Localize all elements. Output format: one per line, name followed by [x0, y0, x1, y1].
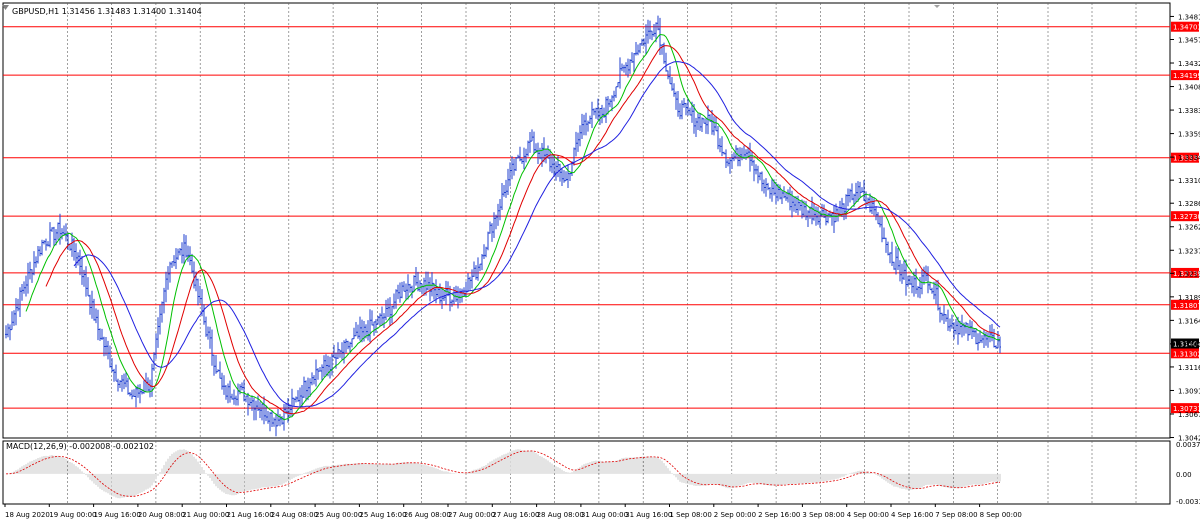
level-tag [1171, 152, 1199, 163]
price-label: 1.34325 [1178, 60, 1200, 68]
time-label: 27 Aug 16:00 [492, 511, 539, 519]
time-label: 8 Sep 00:00 [980, 511, 1022, 519]
level-tag [1171, 348, 1199, 359]
labels: GBPUSD,H1 1.31456 1.31483 1.31400 1.3140… [6, 7, 202, 451]
symbol-info: GBPUSD,H1 1.31456 1.31483 1.31400 1.3140… [12, 7, 202, 16]
level-tag [1171, 299, 1199, 310]
time-label: 2 Sep 16:00 [758, 511, 800, 519]
level-value: 1.31302 [1173, 350, 1200, 358]
time-label: 4 Sep 16:00 [891, 511, 933, 519]
price-label: 1.31400 [1178, 341, 1200, 349]
macd-frame [2, 440, 1171, 505]
time-label: 26 Aug 08:00 [404, 511, 451, 519]
price-label: 1.30670 [1178, 411, 1200, 419]
price-axis: 1.34810 1.34570 1.34325 1.34080 1.33835 1.335… [1170, 13, 1200, 443]
price-label: 1.31890 [1178, 294, 1200, 302]
price-bar-series [5, 15, 1001, 437]
macd-histogram [7, 449, 1001, 499]
level-tag [1171, 70, 1199, 81]
price-label: 1.32620 [1178, 224, 1200, 232]
time-label: 21 Aug 00:00 [182, 511, 229, 519]
macd-axis-label: 0.00 [1176, 471, 1192, 479]
chart-shift-icon [2, 5, 940, 10]
time-label: 2 Sep 00:00 [714, 511, 756, 519]
time-label: 19 Aug 00:00 [49, 511, 96, 519]
price-label: 1.33345 [1178, 154, 1200, 162]
macd-signal-line [5, 450, 1001, 497]
time-label: 18 Aug 2020 [5, 511, 50, 519]
price-label: 1.34080 [1178, 84, 1200, 92]
level-value: 1.33339 [1173, 155, 1200, 163]
level-value: 1.30731 [1173, 405, 1200, 413]
level-tag [1171, 267, 1199, 278]
time-label: 3 Sep 08:00 [802, 511, 844, 519]
current-price-value: 1.31404 [1173, 341, 1200, 349]
price-label: 1.34810 [1178, 13, 1200, 21]
time-label: 19 Aug 16:00 [94, 511, 141, 519]
price-label: 1.33835 [1178, 107, 1200, 115]
time-label: 7 Sep 08:00 [935, 511, 977, 519]
price-label: 1.30915 [1178, 387, 1200, 395]
horizontal-levels[interactable]: 1.34703 1.34199 1.33339 1.32730 1.32139 1.318… [3, 21, 1200, 414]
time-label: 31 Aug 00:00 [581, 511, 628, 519]
price-bars [5, 15, 1001, 437]
level-value: 1.31807 [1173, 302, 1200, 310]
time-label: 4 Sep 00:00 [847, 511, 889, 519]
time-label: 25 Aug 00:00 [315, 511, 362, 519]
price-label: 1.32375 [1178, 247, 1200, 255]
time-label: 21 Aug 16:00 [227, 511, 274, 519]
macd-panel: 0.003733 0.00 -0.003377 [5, 441, 1200, 506]
level-tag [1171, 21, 1199, 32]
main-frame [2, 2, 1171, 439]
moving-averages [25, 33, 1001, 421]
level-value: 1.32139 [1173, 270, 1200, 278]
price-label: 1.34570 [1178, 36, 1200, 44]
level-value: 1.34199 [1173, 72, 1200, 80]
time-label: 20 Aug 08:00 [138, 511, 185, 519]
time-label: 25 Aug 16:00 [359, 511, 406, 519]
time-label: 28 Aug 08:00 [537, 511, 584, 519]
price-label: 1.33105 [1178, 177, 1200, 185]
current-price-tag [1171, 338, 1199, 349]
time-label: 1 Sep 08:00 [670, 511, 712, 519]
level-tag [1171, 211, 1199, 222]
macd-axis-label: -0.003377 [1176, 498, 1200, 506]
price-label: 1.32135 [1178, 270, 1200, 278]
ma-mid-line [45, 45, 1001, 415]
time-label: 27 Aug 00:00 [448, 511, 495, 519]
price-label: 1.30425 [1178, 435, 1200, 443]
price-label: 1.31645 [1178, 317, 1200, 325]
macd-axis-label: 0.003733 [1176, 441, 1200, 449]
price-label: 1.31160 [1178, 364, 1200, 372]
price-label: 1.33590 [1178, 131, 1200, 139]
level-value: 1.34703 [1173, 24, 1200, 32]
ma-fast-line [25, 33, 1001, 421]
level-tag [1171, 403, 1199, 414]
time-label: 31 Aug 16:00 [625, 511, 672, 519]
macd-label: MACD(12,26,9) -0.002008 -0.002102 [6, 442, 154, 451]
level-value: 1.32730 [1173, 213, 1200, 221]
price-label: 1.32865 [1178, 200, 1200, 208]
time-label: 24 Aug 08:00 [271, 511, 318, 519]
ma-slow-line [73, 61, 1001, 408]
